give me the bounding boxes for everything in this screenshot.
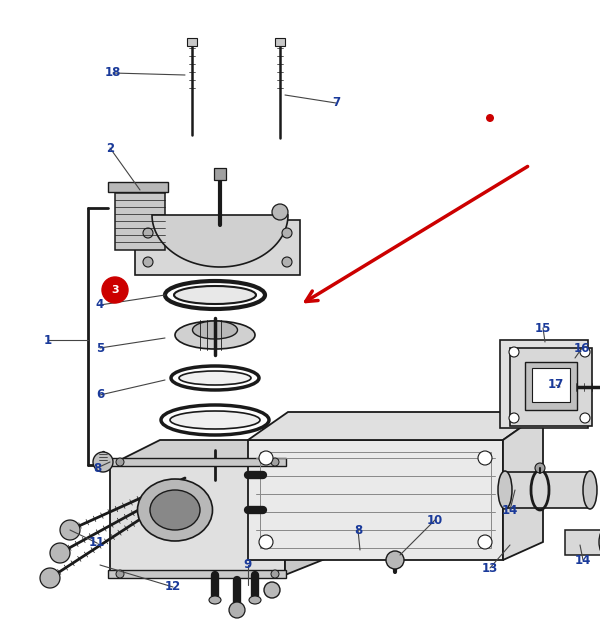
Text: 5: 5 bbox=[96, 341, 104, 354]
Circle shape bbox=[116, 570, 124, 578]
Circle shape bbox=[282, 257, 292, 267]
Text: 4: 4 bbox=[96, 299, 104, 311]
Bar bbox=[510, 348, 592, 426]
Ellipse shape bbox=[599, 529, 600, 555]
Polygon shape bbox=[152, 215, 288, 267]
Circle shape bbox=[509, 413, 519, 423]
Circle shape bbox=[60, 520, 80, 540]
Ellipse shape bbox=[583, 471, 597, 509]
Bar bbox=[115, 185, 165, 250]
Bar bbox=[505, 472, 590, 508]
Text: 12: 12 bbox=[165, 581, 181, 594]
Bar bbox=[248, 440, 503, 560]
Bar bbox=[532, 368, 570, 402]
Circle shape bbox=[486, 114, 494, 122]
Text: 1: 1 bbox=[44, 334, 52, 346]
Text: 17: 17 bbox=[548, 379, 564, 391]
Circle shape bbox=[478, 451, 492, 465]
Bar bbox=[275, 38, 285, 46]
Ellipse shape bbox=[174, 286, 256, 304]
Circle shape bbox=[509, 347, 519, 357]
Circle shape bbox=[580, 347, 590, 357]
Circle shape bbox=[102, 277, 128, 303]
Text: 14: 14 bbox=[502, 504, 518, 516]
Polygon shape bbox=[285, 440, 335, 575]
Text: 3: 3 bbox=[111, 285, 119, 295]
Ellipse shape bbox=[249, 596, 261, 604]
Polygon shape bbox=[248, 412, 543, 440]
Circle shape bbox=[271, 570, 279, 578]
Text: 9: 9 bbox=[244, 559, 252, 571]
Circle shape bbox=[580, 413, 590, 423]
Ellipse shape bbox=[175, 321, 255, 349]
Circle shape bbox=[93, 452, 113, 472]
Bar bbox=[525, 362, 577, 410]
Text: 11: 11 bbox=[89, 536, 105, 549]
Polygon shape bbox=[110, 440, 335, 465]
Circle shape bbox=[50, 543, 70, 563]
Circle shape bbox=[116, 458, 124, 466]
Bar bbox=[108, 182, 168, 192]
Ellipse shape bbox=[150, 490, 200, 530]
Ellipse shape bbox=[170, 411, 260, 429]
Circle shape bbox=[259, 451, 273, 465]
Bar bbox=[110, 465, 285, 575]
Bar bbox=[565, 530, 600, 555]
Text: 7: 7 bbox=[332, 96, 340, 109]
Bar bbox=[260, 452, 491, 548]
Bar bbox=[214, 168, 226, 180]
Circle shape bbox=[272, 204, 288, 220]
Circle shape bbox=[259, 535, 273, 549]
Text: 14: 14 bbox=[575, 554, 591, 566]
Ellipse shape bbox=[193, 321, 238, 339]
Polygon shape bbox=[503, 412, 543, 560]
Circle shape bbox=[535, 463, 545, 473]
Circle shape bbox=[40, 568, 60, 588]
Circle shape bbox=[271, 458, 279, 466]
Text: 15: 15 bbox=[535, 321, 551, 334]
Bar bbox=[500, 340, 588, 428]
Text: 18: 18 bbox=[105, 66, 121, 79]
Bar bbox=[187, 38, 197, 46]
Circle shape bbox=[229, 602, 245, 618]
Ellipse shape bbox=[137, 479, 212, 541]
Bar bbox=[108, 458, 286, 466]
Text: 13: 13 bbox=[482, 561, 498, 574]
Bar bbox=[108, 570, 286, 578]
Text: 6: 6 bbox=[96, 389, 104, 401]
Circle shape bbox=[143, 228, 153, 238]
Text: 8: 8 bbox=[354, 524, 362, 536]
Ellipse shape bbox=[179, 371, 251, 385]
Text: 16: 16 bbox=[574, 341, 590, 354]
Text: 10: 10 bbox=[427, 514, 443, 526]
Circle shape bbox=[264, 582, 280, 598]
Circle shape bbox=[143, 257, 153, 267]
Circle shape bbox=[386, 551, 404, 569]
Ellipse shape bbox=[209, 596, 221, 604]
Bar bbox=[135, 220, 300, 275]
Ellipse shape bbox=[498, 471, 512, 509]
Text: 8: 8 bbox=[93, 461, 101, 474]
Text: 2: 2 bbox=[106, 141, 114, 154]
Circle shape bbox=[282, 228, 292, 238]
Circle shape bbox=[478, 535, 492, 549]
